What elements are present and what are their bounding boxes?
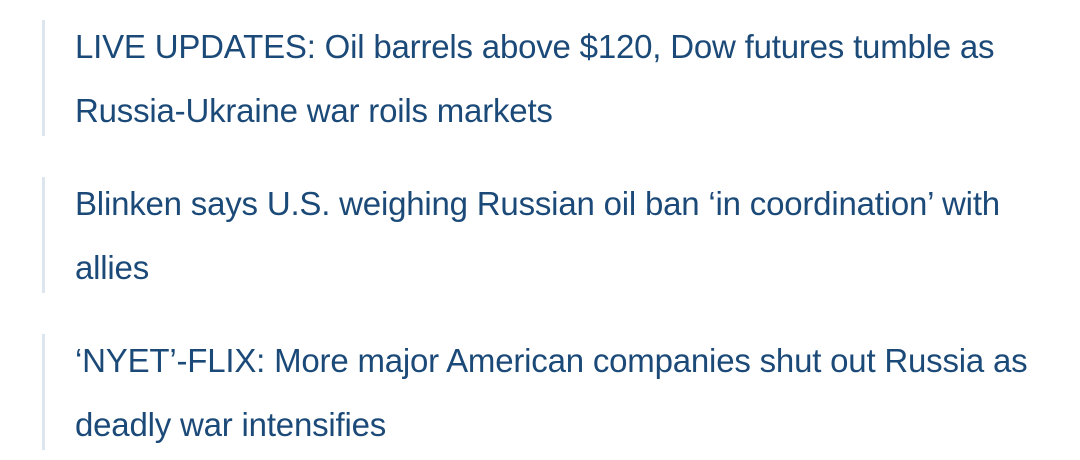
headline-link-oil-prices[interactable]: LIVE UPDATES: Oil barrels above $120, Do… xyxy=(75,28,995,129)
headline-item: Blinken says U.S. weighing Russian oil b… xyxy=(42,177,1052,293)
headline-item: LIVE UPDATES: Oil barrels above $120, Do… xyxy=(42,20,1052,136)
headline-link-blinken-oil-ban[interactable]: Blinken says U.S. weighing Russian oil b… xyxy=(75,185,1000,286)
headline-item: ‘NYET’-FLIX: More major American compani… xyxy=(42,334,1052,450)
headline-link-nyet-flix[interactable]: ‘NYET’-FLIX: More major American compani… xyxy=(75,342,1028,443)
